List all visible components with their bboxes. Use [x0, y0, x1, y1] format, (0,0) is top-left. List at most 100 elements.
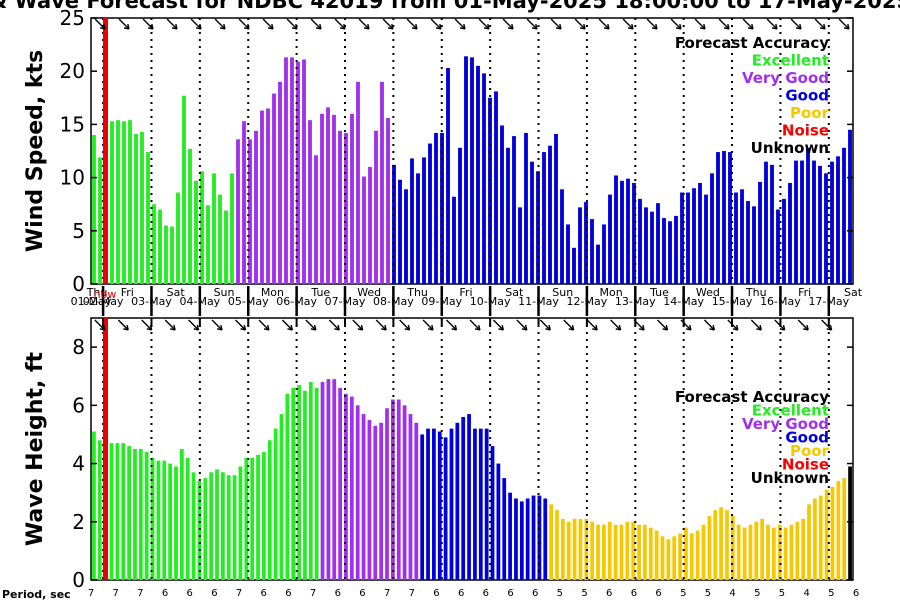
period-value: 6 [655, 588, 661, 599]
bar [170, 226, 174, 284]
bar [230, 173, 234, 284]
bar [525, 498, 530, 580]
bar [482, 73, 486, 284]
bar [524, 132, 528, 284]
direction-arrow [516, 319, 528, 331]
period-value: 5 [779, 588, 785, 599]
bar [836, 481, 841, 580]
direction-arrow [188, 319, 200, 331]
direction-arrow [670, 18, 682, 30]
y-tick-label: 10 [60, 166, 85, 190]
legend-item: Poor [790, 104, 830, 122]
direction-arrow [610, 319, 622, 331]
bar [614, 175, 618, 284]
bar [531, 495, 536, 580]
day-name-label: Thu [406, 286, 428, 299]
bar [701, 524, 706, 580]
bar [752, 206, 756, 284]
bar [176, 192, 180, 284]
bar [680, 192, 684, 284]
bar [666, 539, 671, 580]
direction-arrow [422, 319, 434, 331]
bar [267, 440, 272, 580]
direction-arrow [430, 18, 442, 30]
period-value: 4 [803, 588, 809, 599]
bar [488, 97, 492, 284]
bar [473, 428, 477, 580]
bar [302, 59, 306, 284]
bar [236, 139, 240, 284]
bar [458, 147, 462, 284]
bar [398, 179, 402, 284]
bar [443, 437, 448, 580]
bar [686, 192, 690, 284]
bar [332, 379, 337, 580]
bar [572, 247, 576, 284]
day-name-label: Thu [745, 286, 767, 299]
bar [127, 446, 131, 580]
direction-arrow [838, 18, 850, 30]
bar [590, 219, 594, 284]
bar [200, 171, 204, 284]
bar [174, 466, 178, 580]
bar [692, 188, 696, 284]
bar [386, 118, 390, 285]
chart-title: & Wave Forecast for NDBC 42019 from 01-M… [0, 0, 900, 13]
bar [362, 176, 366, 284]
bar [248, 139, 252, 284]
bar [122, 121, 126, 285]
bar [644, 207, 648, 284]
direction-arrow [334, 18, 346, 30]
direction-arrow [586, 319, 598, 331]
period-value: 6 [631, 588, 637, 599]
bar [818, 165, 822, 284]
bar [537, 495, 542, 580]
period-value: 5 [557, 588, 563, 599]
bar [707, 515, 712, 580]
bar [138, 449, 143, 580]
period-value: 7 [409, 588, 415, 599]
bar [514, 498, 518, 580]
bar [203, 478, 208, 580]
legend-item: Poor [790, 442, 830, 460]
bar [613, 524, 618, 580]
bar [619, 524, 624, 580]
day-name-label: Fri [798, 286, 811, 299]
bar [212, 173, 216, 284]
direction-arrow [310, 18, 322, 30]
bar [232, 475, 237, 580]
bar [842, 478, 847, 580]
bar [221, 472, 225, 580]
bar [746, 201, 750, 284]
direction-arrow [718, 18, 730, 30]
y-tick-label: 6 [72, 393, 85, 417]
period-value: 6 [507, 588, 513, 599]
bar [543, 498, 548, 580]
bar [452, 196, 456, 284]
bar [308, 382, 313, 580]
bar [449, 428, 454, 580]
bar [338, 387, 342, 580]
direction-arrow [797, 319, 809, 331]
bar [818, 495, 823, 580]
day-name-label: Sun [552, 286, 573, 299]
direction-arrow [478, 18, 490, 30]
bar [188, 148, 192, 284]
direction-arrow [680, 319, 692, 331]
day-name-label: Wed [696, 286, 720, 299]
period-value: 7 [88, 588, 94, 599]
period-value: 6 [532, 588, 538, 599]
bar [631, 521, 636, 580]
bar [500, 125, 504, 285]
period-value: 7 [112, 588, 118, 599]
day-name-label: Tue [310, 286, 330, 299]
bar [296, 61, 300, 285]
bar [303, 390, 307, 580]
bar [373, 425, 378, 580]
bar [716, 152, 720, 284]
direction-arrow [574, 18, 586, 30]
bar [668, 221, 672, 284]
bar [713, 510, 718, 580]
wind-panel: 0 5 10 15 20 25 Wind Speed, kts Forecast Accura… [23, 6, 854, 296]
y-tick-label: 0 [72, 272, 85, 296]
